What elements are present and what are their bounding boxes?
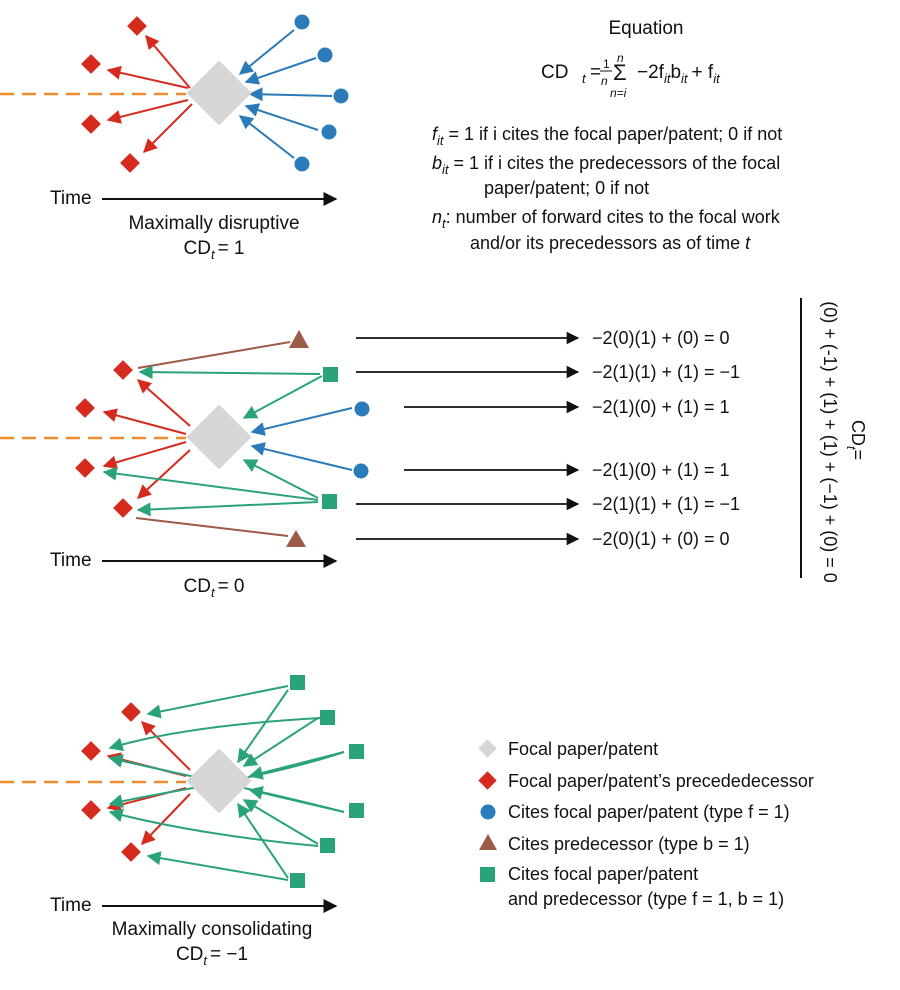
definition-b-line1: bit = 1 if i cites the predecessors of th… xyxy=(432,153,780,177)
calculation-row: −2(1)(0) + (1) = 1 xyxy=(592,460,730,480)
definition-b-line2: paper/patent; 0 if not xyxy=(484,178,649,198)
panel-disruptive: Time Maximally disruptive CDt = 1 xyxy=(0,14,349,262)
equation-block: Equation CD t = 1 n n Σ n=i −2fitbit + fi… xyxy=(432,18,782,253)
cites-focal-circle xyxy=(354,401,370,417)
panel-neutral: −2(0)(1) + (0) = 0 −2(1)(1) + (1) = −1 −… xyxy=(0,298,868,600)
calculation-row: −2(0)(1) + (0) = 0 xyxy=(592,529,730,549)
svg-text:n=i: n=i xyxy=(610,86,627,100)
panel-cd-value: CDt = 0 xyxy=(183,576,244,600)
legend-focal-icon xyxy=(478,739,497,758)
legend: Focal paper/patent Focal paper/patent’s … xyxy=(478,739,814,909)
calculation-row: −2(0)(1) + (0) = 0 xyxy=(592,328,730,348)
cites-both-square xyxy=(290,873,305,888)
legend-cites-predecessor-icon xyxy=(479,834,497,850)
time-label: Time xyxy=(50,895,92,916)
panel-cd-value: CDt = 1 xyxy=(183,238,244,262)
definition-f: fit = 1 if i cites the focal paper/patent… xyxy=(432,124,782,148)
focal-paper-diamond xyxy=(186,60,252,126)
citation-arrows xyxy=(238,29,333,159)
predecessor-arrows xyxy=(102,379,191,499)
legend-predecessor-icon xyxy=(478,771,497,790)
legend-cites-focal-icon xyxy=(480,804,496,820)
definition-n-line1: nt: number of forward cites to the focal… xyxy=(432,207,781,231)
cites-focal-circle xyxy=(317,47,333,63)
panel-caption: Maximally disruptive xyxy=(128,213,299,234)
legend-label: Cites focal paper/patent (type f = 1) xyxy=(508,802,790,822)
panel-cd-value: CDt = −1 xyxy=(176,944,248,968)
cites-focal-circle xyxy=(294,156,310,172)
legend-cites-both-icon xyxy=(480,867,495,882)
svg-text:1: 1 xyxy=(603,57,610,71)
panel-caption: Maximally consolidating xyxy=(112,919,313,940)
definition-n-line2: and/or its precedessors as of time t xyxy=(470,233,751,253)
cites-both-square xyxy=(322,494,337,509)
predecessor-arrows xyxy=(106,34,193,153)
calculation-arrows xyxy=(356,331,580,546)
equation-title: Equation xyxy=(608,18,683,39)
legend-label: Focal paper/patent’s precededecessor xyxy=(508,771,814,791)
calculation-row: −2(1)(1) + (1) = −1 xyxy=(592,494,740,514)
cites-predecessor-links xyxy=(135,341,291,537)
predecessor-diamond xyxy=(127,16,147,36)
predecessor-diamond xyxy=(75,458,95,478)
predecessor-diamond xyxy=(120,153,140,173)
focal-paper-diamond xyxy=(186,404,252,470)
cites-both-square xyxy=(349,744,364,759)
legend-label: Cites predecessor (type b = 1) xyxy=(508,834,750,854)
predecessor-diamond xyxy=(81,800,101,820)
predecessor-diamond xyxy=(81,114,101,134)
equation-formula: CD t = 1 n n Σ n=i −2fitbit + fit xyxy=(541,51,721,100)
predecessor-diamond xyxy=(75,398,95,418)
calculation-list: −2(0)(1) + (0) = 0 −2(1)(1) + (1) = −1 −… xyxy=(592,328,740,549)
svg-text:Σ: Σ xyxy=(613,60,627,85)
cites-focal-circle xyxy=(333,88,349,104)
svg-text:=: = xyxy=(590,62,601,83)
time-label: Time xyxy=(50,188,92,209)
cites-focal-circle xyxy=(353,463,369,479)
fraction-lhs: CDt= xyxy=(844,420,868,460)
predecessor-diamond xyxy=(81,741,101,761)
predecessor-diamond xyxy=(81,54,101,74)
time-label: Time xyxy=(50,550,92,571)
legend-label: Focal paper/patent xyxy=(508,739,658,759)
cites-both-links xyxy=(108,685,345,881)
calculation-row: −2(1)(0) + (1) = 1 xyxy=(592,397,730,417)
calculation-row: −2(1)(1) + (1) = −1 xyxy=(592,362,740,382)
cites-both-square xyxy=(320,710,335,725)
cites-both-square xyxy=(320,838,335,853)
predecessor-diamond xyxy=(121,702,141,722)
cites-focal-circle xyxy=(321,124,337,140)
svg-text:n: n xyxy=(601,74,608,88)
cites-focal-circle xyxy=(294,14,310,30)
svg-text:n: n xyxy=(617,51,624,65)
legend-label: Cites focal paper/patent xyxy=(508,864,698,884)
legend-label-continued: and predecessor (type f = 1, b = 1) xyxy=(508,889,784,909)
svg-text:CD: CD xyxy=(541,62,568,83)
fraction-numerator: (0) + (-1) + (1) + (1) + (−1) + (0) = 0 xyxy=(820,301,840,583)
predecessor-diamond xyxy=(121,842,141,862)
focal-paper-diamond xyxy=(186,748,252,814)
citation-arrows xyxy=(250,407,353,471)
cites-predecessor-triangle xyxy=(286,530,306,547)
cites-both-square xyxy=(323,367,338,382)
cites-both-links xyxy=(102,365,323,517)
svg-text:t: t xyxy=(582,71,587,86)
cites-both-square xyxy=(290,675,305,690)
svg-text:−2fitbit+ fit: −2fitbit + fit xyxy=(637,62,721,86)
predecessor-diamond xyxy=(113,360,133,380)
cites-predecessor-triangle xyxy=(289,330,309,348)
panel-consolidating: Time Maximally consolidating CDt = −1 xyxy=(0,675,364,968)
cites-both-square xyxy=(349,803,364,818)
cd-total-fraction: (0) + (-1) + (1) + (1) + (−1) + (0) = 0 … xyxy=(800,298,868,583)
predecessor-diamond xyxy=(113,498,133,518)
